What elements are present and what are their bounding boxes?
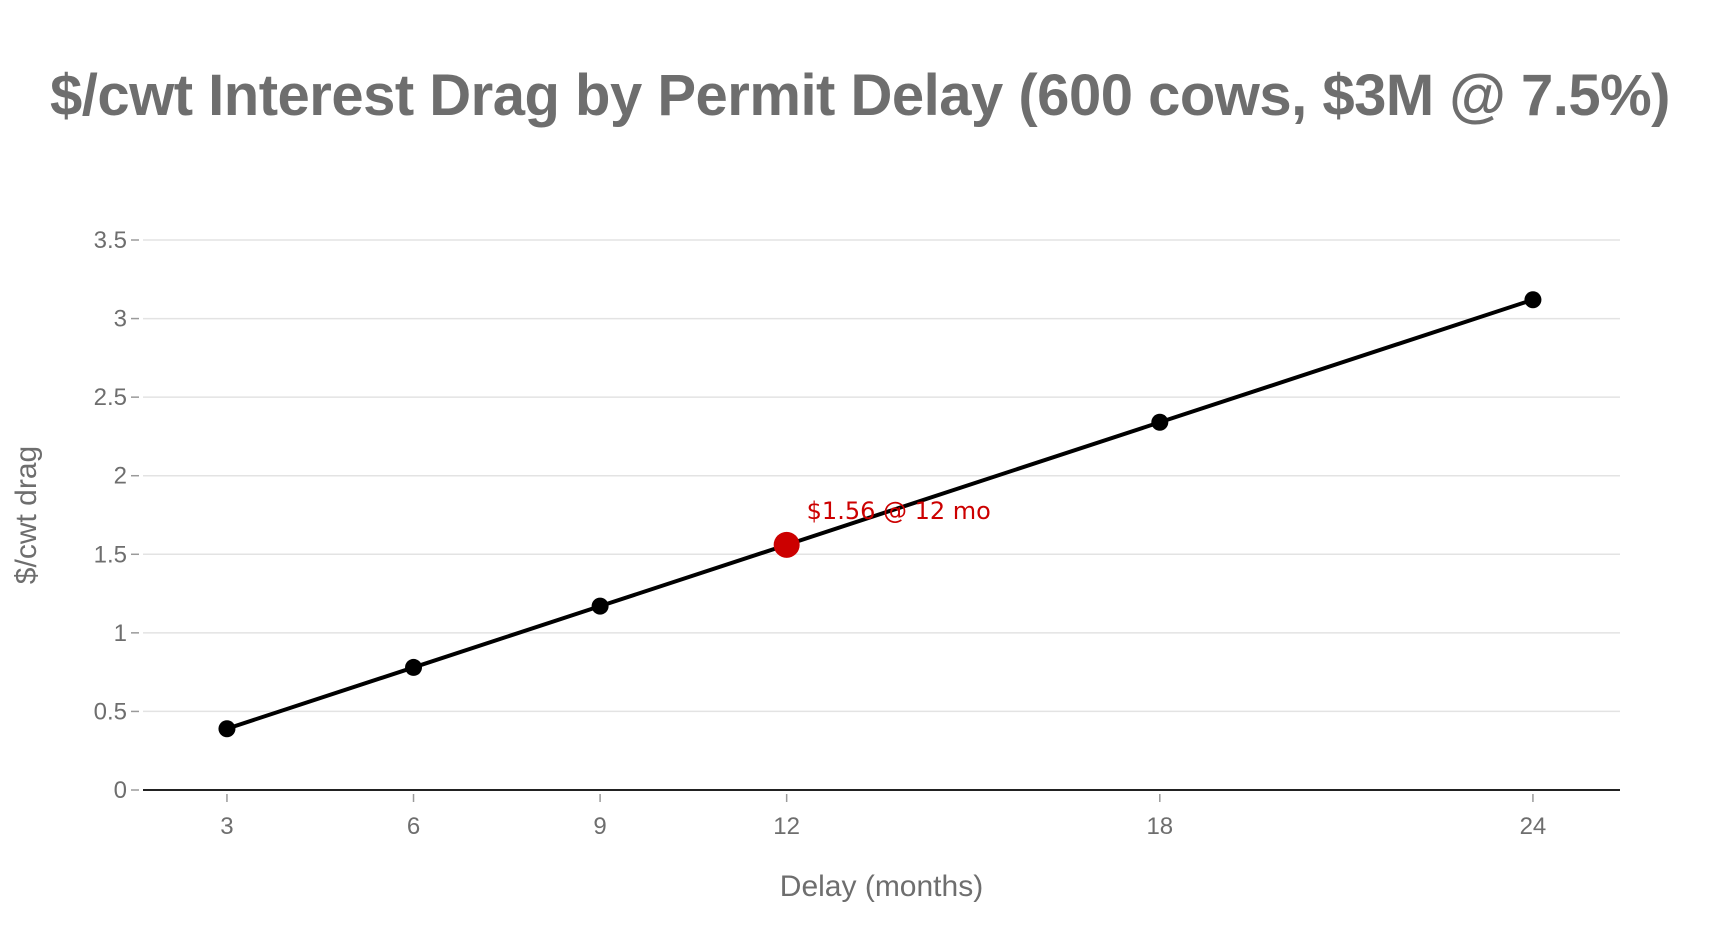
x-tick-label: 6 — [407, 813, 420, 840]
x-tick-label: 18 — [1146, 813, 1173, 840]
y-tick-label: 0 — [114, 777, 127, 804]
y-tick-label: 3.5 — [94, 227, 127, 254]
x-tick-label: 24 — [1520, 813, 1547, 840]
x-tick-label: 9 — [593, 813, 606, 840]
data-point — [405, 658, 423, 676]
y-tick-label: 2 — [114, 463, 127, 490]
data-point — [218, 720, 236, 738]
highlight-annotation: $1.56 @ 12 mo — [807, 497, 991, 525]
x-tick-label: 12 — [773, 813, 800, 840]
x-axis-title: Delay (months) — [780, 870, 983, 903]
data-point — [591, 597, 609, 615]
y-tick-label: 3 — [114, 306, 127, 333]
x-tick-label: 3 — [220, 813, 233, 840]
highlight-point — [773, 531, 800, 558]
data-point — [1524, 291, 1542, 309]
y-axis-title: $/cwt drag — [10, 446, 43, 584]
y-tick-label: 1 — [114, 620, 127, 647]
y-tick-label: 2.5 — [94, 384, 127, 411]
data-point — [1151, 413, 1169, 431]
chart-title: $/cwt Interest Drag by Permit Delay (600… — [50, 63, 1670, 128]
y-tick-label: 0.5 — [94, 698, 127, 725]
y-tick-label: 1.5 — [94, 541, 127, 568]
series-line — [226, 297, 1534, 731]
